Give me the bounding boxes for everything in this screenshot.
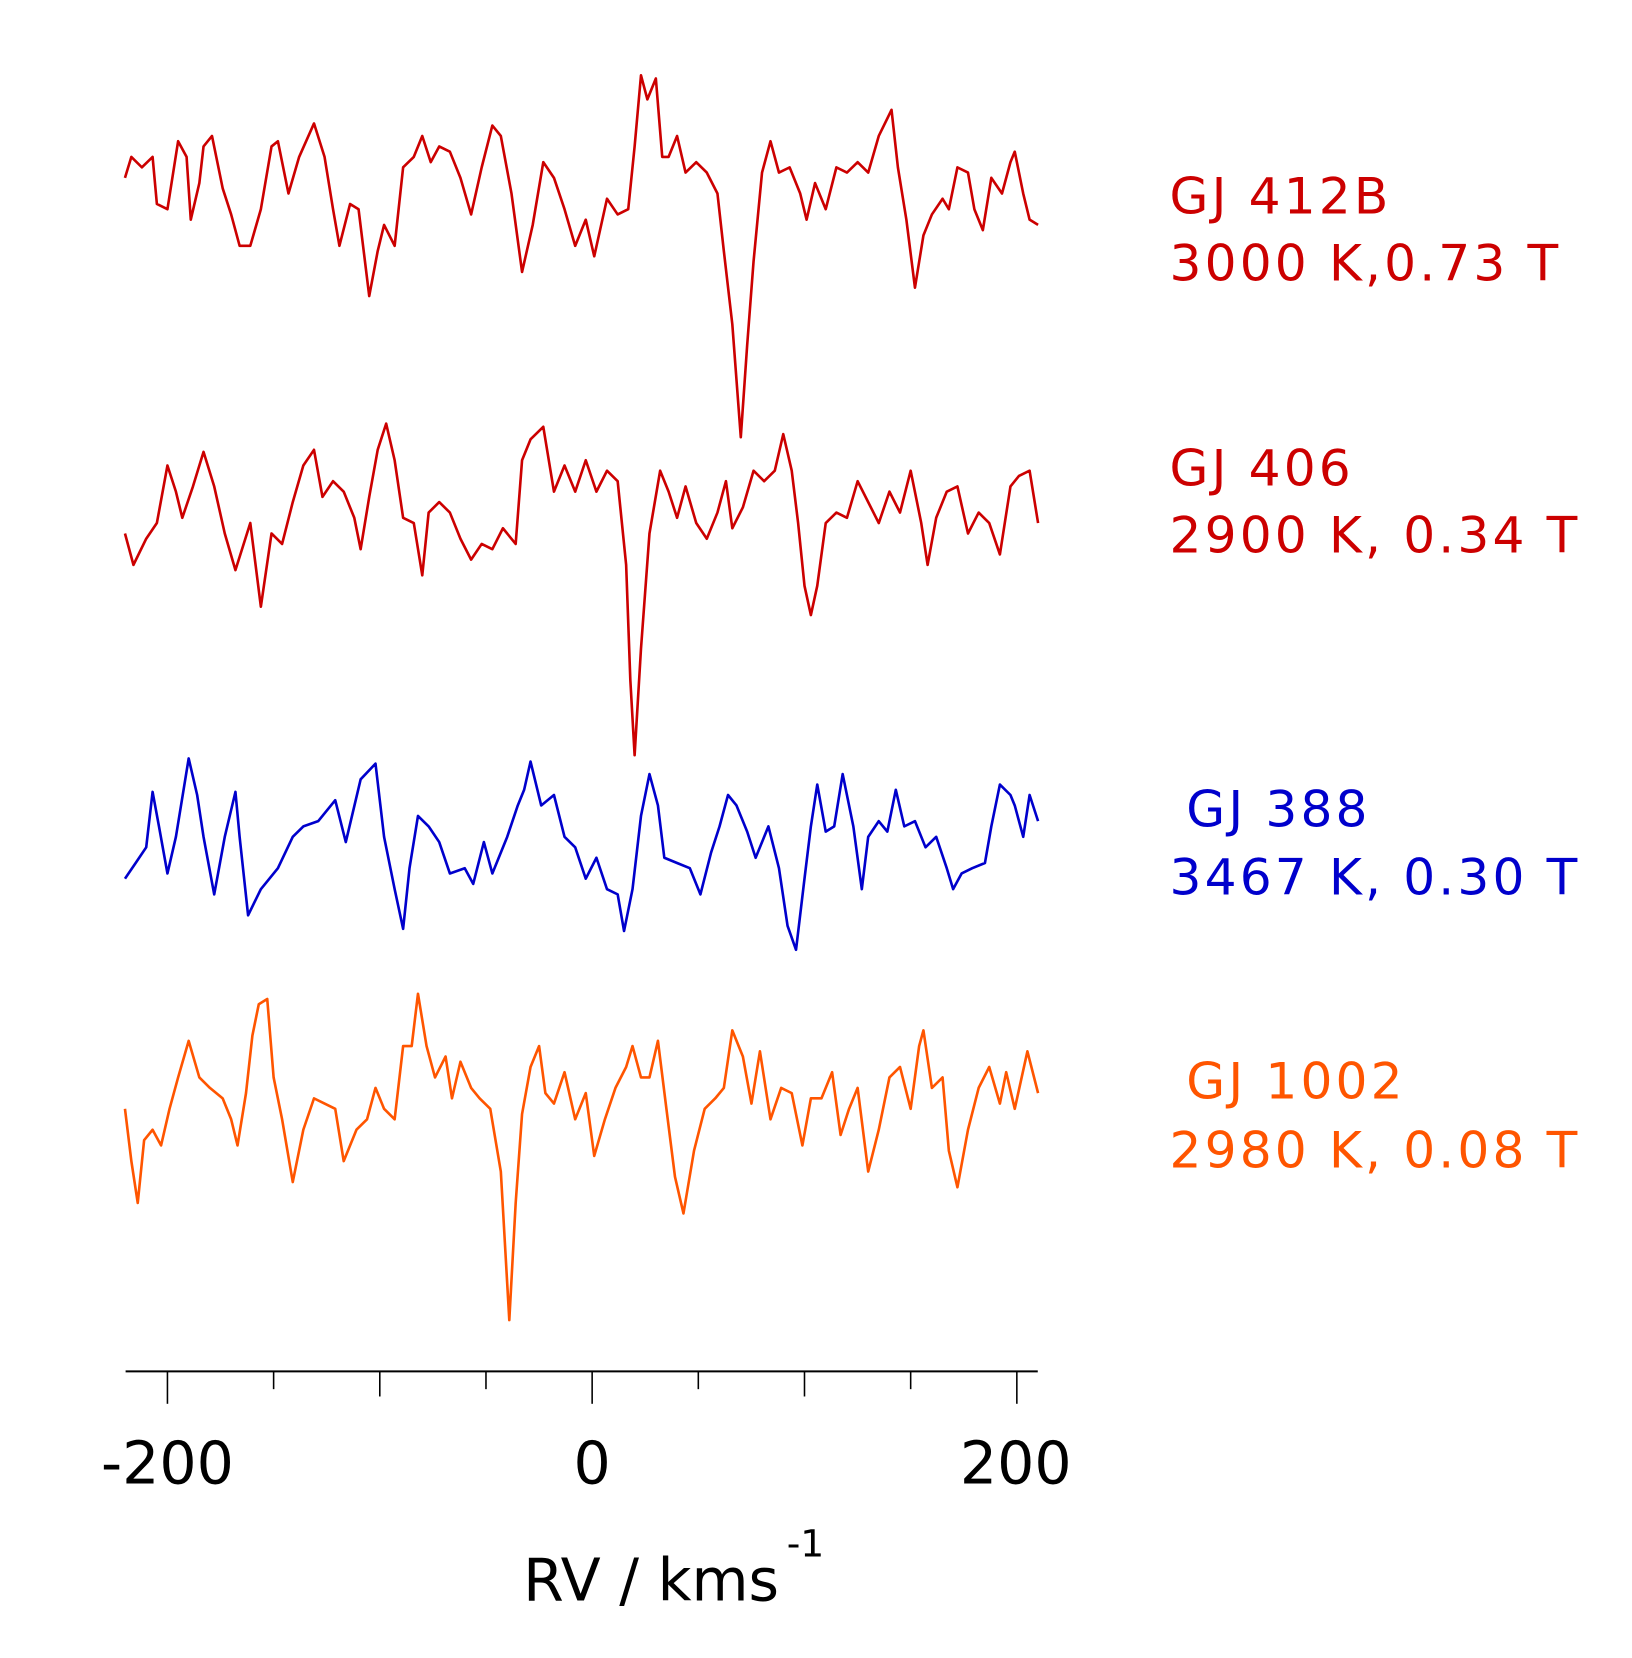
series-line-gj-1002: [123, 992, 1040, 1322]
legend-gj388-params: 3467 K, 0.30 T: [1170, 847, 1581, 906]
x-axis-label: RV / kms: [523, 1546, 779, 1614]
x-tick-label-200: 200: [960, 1429, 1072, 1497]
legend-gj406-params: 2900 K, 0.34 T: [1170, 505, 1581, 564]
legend-gj412b-name: GJ 412B: [1170, 166, 1392, 225]
legend-gj388-name: GJ 388: [1186, 779, 1370, 838]
legend-gj1002-params: 2980 K, 0.08 T: [1170, 1120, 1581, 1179]
legend-gj1002-name: GJ 1002: [1186, 1051, 1405, 1110]
x-tick-label-0: 0: [574, 1429, 611, 1497]
x-axis-label-superscript: -1: [787, 1522, 825, 1566]
series-line-gj-406: [123, 422, 1040, 757]
legend-gj406-name: GJ 406: [1170, 438, 1354, 497]
legend-gj412b-params: 3000 K,0.73 T: [1170, 233, 1562, 292]
x-tick-label-neg200: -200: [101, 1429, 234, 1497]
series-line-gj-388: [123, 757, 1040, 952]
x-axis-ticks: [166, 1371, 1018, 1404]
spectra-traces: [123, 74, 1040, 1322]
series-line-gj-412b: [123, 74, 1039, 439]
